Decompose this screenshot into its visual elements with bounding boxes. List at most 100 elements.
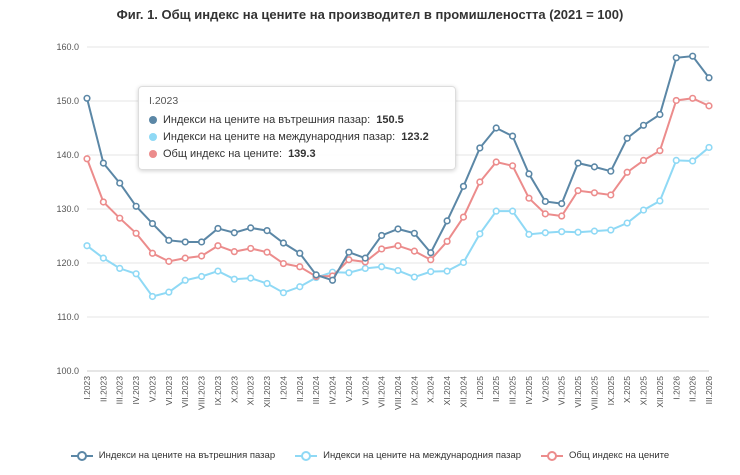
data-point[interactable] [590, 227, 599, 235]
data-point[interactable] [132, 202, 140, 210]
data-point[interactable] [197, 272, 206, 281]
data-point[interactable] [394, 266, 402, 275]
data-point[interactable] [279, 239, 288, 247]
data-point[interactable] [296, 249, 304, 257]
data-point[interactable] [361, 254, 369, 262]
data-point[interactable] [705, 102, 713, 110]
legend-item-international[interactable]: Индекси на цените на международния пазар [295, 450, 521, 461]
data-point[interactable] [623, 219, 631, 227]
data-point[interactable] [525, 170, 533, 178]
data-point[interactable] [410, 273, 418, 281]
data-point[interactable] [99, 254, 107, 262]
data-point[interactable] [541, 197, 549, 206]
data-point[interactable] [296, 283, 304, 291]
data-point[interactable] [492, 124, 500, 132]
data-point[interactable] [263, 248, 271, 256]
data-point[interactable] [672, 54, 680, 62]
data-point[interactable] [247, 224, 255, 232]
data-point[interactable] [197, 252, 206, 260]
data-point[interactable] [148, 249, 157, 257]
data-point[interactable] [541, 229, 549, 237]
legend-item-domestic[interactable]: Индекси на цените на вътрешния пазар [70, 450, 275, 461]
data-point[interactable] [328, 276, 337, 284]
data-point[interactable] [279, 289, 288, 297]
data-point[interactable] [427, 268, 435, 276]
data-point[interactable] [459, 182, 468, 190]
data-point[interactable] [558, 228, 566, 236]
data-point[interactable] [639, 206, 648, 214]
data-point[interactable] [427, 256, 435, 264]
data-point[interactable] [672, 156, 680, 164]
data-point[interactable] [459, 258, 468, 267]
data-point[interactable] [214, 267, 222, 275]
data-point[interactable] [230, 275, 238, 283]
data-point[interactable] [230, 229, 238, 237]
data-point[interactable] [541, 210, 549, 218]
data-point[interactable] [263, 227, 271, 235]
data-point[interactable] [410, 229, 418, 237]
data-point[interactable] [574, 159, 582, 167]
data-point[interactable] [214, 242, 222, 250]
data-point[interactable] [83, 155, 91, 163]
data-point[interactable] [443, 217, 451, 225]
data-point[interactable] [394, 225, 402, 233]
data-point[interactable] [361, 264, 369, 273]
data-point[interactable] [165, 257, 173, 265]
data-point[interactable] [476, 144, 484, 152]
data-point[interactable] [508, 162, 517, 170]
data-point[interactable] [394, 242, 402, 250]
data-point[interactable] [558, 212, 566, 220]
data-point[interactable] [132, 270, 140, 278]
data-point[interactable] [607, 226, 615, 234]
data-point[interactable] [378, 263, 386, 271]
data-point[interactable] [656, 147, 664, 155]
data-point[interactable] [443, 267, 451, 275]
data-point[interactable] [623, 134, 631, 142]
data-point[interactable] [705, 143, 713, 152]
data-point[interactable] [689, 52, 697, 60]
data-point[interactable] [99, 159, 107, 167]
data-point[interactable] [214, 224, 222, 233]
data-point[interactable] [312, 271, 320, 279]
data-point[interactable] [83, 94, 91, 102]
data-point[interactable] [574, 228, 582, 236]
data-point[interactable] [197, 238, 206, 246]
data-point[interactable] [165, 236, 173, 244]
data-point[interactable] [492, 158, 500, 166]
data-point[interactable] [689, 94, 697, 102]
data-point[interactable] [181, 254, 189, 262]
data-point[interactable] [558, 200, 566, 208]
data-point[interactable] [132, 229, 140, 237]
data-point[interactable] [672, 96, 680, 105]
data-point[interactable] [230, 248, 238, 256]
data-point[interactable] [165, 288, 173, 296]
data-point[interactable] [689, 157, 697, 165]
data-point[interactable] [492, 207, 500, 215]
legend-item-total[interactable]: Общ индекс на цените [541, 450, 669, 461]
data-point[interactable] [181, 276, 189, 284]
data-point[interactable] [181, 238, 189, 246]
data-point[interactable] [247, 274, 255, 282]
data-point[interactable] [590, 189, 599, 197]
data-point[interactable] [590, 163, 599, 171]
data-point[interactable] [345, 256, 353, 264]
data-point[interactable] [525, 230, 533, 238]
data-point[interactable] [247, 244, 255, 253]
data-point[interactable] [116, 179, 124, 187]
data-point[interactable] [656, 197, 664, 205]
data-point[interactable] [459, 213, 468, 221]
data-point[interactable] [623, 168, 631, 176]
data-point[interactable] [508, 132, 517, 140]
data-point[interactable] [378, 231, 386, 240]
data-point[interactable] [476, 178, 484, 186]
data-point[interactable] [378, 245, 386, 253]
data-point[interactable] [345, 269, 353, 277]
data-point[interactable] [607, 167, 615, 175]
data-point[interactable] [296, 263, 304, 271]
data-point[interactable] [656, 110, 664, 119]
data-point[interactable] [607, 191, 615, 199]
data-point[interactable] [99, 198, 107, 206]
data-point[interactable] [476, 230, 484, 238]
data-point[interactable] [410, 247, 418, 255]
data-point[interactable] [508, 207, 517, 215]
